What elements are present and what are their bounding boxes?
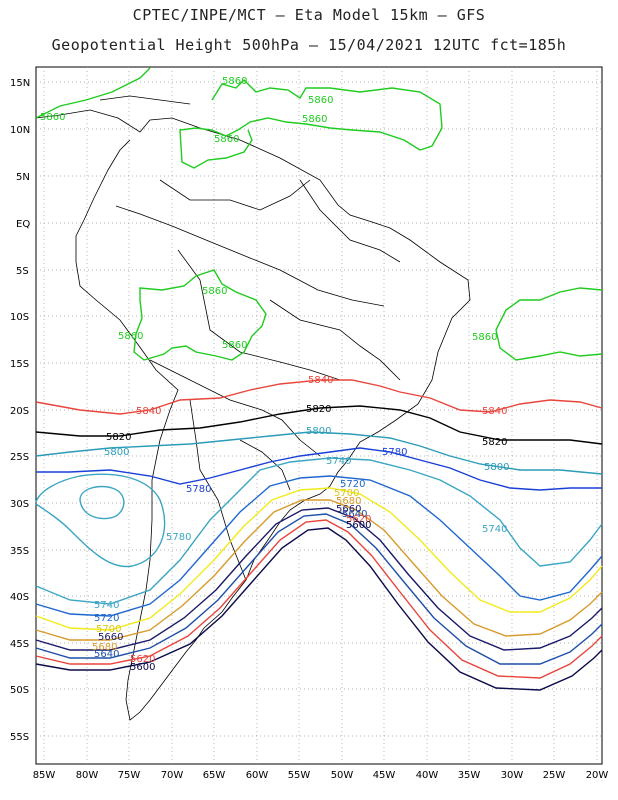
lat-label: 40S <box>10 592 29 603</box>
label-5600: 5600 <box>346 520 371 531</box>
label-5660: 5660 <box>98 632 123 643</box>
lon-label: 40W <box>416 770 439 781</box>
lon-label: 65W <box>203 770 226 781</box>
contour-labels: 5860 5860 5860 5860 5860 5860 5860 5860 … <box>40 76 509 673</box>
contour-5620 <box>35 519 603 679</box>
label-5840: 5840 <box>482 406 507 417</box>
lat-label: 35S <box>10 546 29 557</box>
lon-label: 85W <box>33 770 56 781</box>
label-5780: 5780 <box>186 484 211 495</box>
lon-label: 80W <box>76 770 99 781</box>
label-5620: 5620 <box>346 514 371 525</box>
lon-axis: 85W 80W 75W 70W 65W 60W 55W 50W 45W 40W … <box>33 770 609 781</box>
lon-label: 25W <box>543 770 566 781</box>
contours <box>35 67 603 691</box>
label-5860: 5860 <box>118 331 143 342</box>
label-5840: 5840 <box>308 375 333 386</box>
lon-label: 20W <box>586 770 609 781</box>
contour-5860 <box>133 269 267 361</box>
contour-5780-closed <box>79 485 125 520</box>
contour-5700 <box>35 487 603 631</box>
label-5720: 5720 <box>94 613 119 624</box>
label-5860: 5860 <box>222 76 247 87</box>
contour-5660 <box>35 507 603 651</box>
label-5620: 5620 <box>130 654 155 665</box>
graticule <box>36 67 602 764</box>
label-5860: 5860 <box>222 340 247 351</box>
contour-5860 <box>35 67 151 119</box>
label-5800: 5800 <box>484 462 509 473</box>
lon-label: 70W <box>161 770 184 781</box>
contour-5740 <box>35 457 603 605</box>
contour-5820 <box>35 405 603 445</box>
label-5820: 5820 <box>482 437 507 448</box>
contour-5780 <box>36 447 602 491</box>
coastlines <box>35 95 471 721</box>
contour-5720 <box>35 475 603 617</box>
label-5860: 5860 <box>302 114 327 125</box>
lat-label: 45S <box>10 639 29 650</box>
lon-label: 60W <box>246 770 269 781</box>
label-5680: 5680 <box>92 642 117 653</box>
contour-5860 <box>179 79 443 169</box>
lon-label: 75W <box>118 770 141 781</box>
contour-5600 <box>35 527 603 691</box>
label-5820: 5820 <box>106 432 131 443</box>
label-5680: 5680 <box>336 496 361 507</box>
label-5740: 5740 <box>482 524 507 535</box>
title-line-1: CPTEC/INPE/MCT – Eta Model 15km – GFS <box>132 6 486 24</box>
contour-5680 <box>35 499 603 641</box>
contour-5640 <box>35 513 603 665</box>
label-5720: 5720 <box>340 479 365 490</box>
label-5820: 5820 <box>306 404 331 415</box>
lat-label: 10N <box>10 125 30 136</box>
lat-label: 25S <box>10 452 29 463</box>
map-frame <box>35 66 603 765</box>
contour-5840 <box>35 379 603 415</box>
label-5660: 5660 <box>336 504 361 515</box>
lat-label: 55S <box>10 732 29 743</box>
label-5860: 5860 <box>308 95 333 106</box>
label-5740: 5740 <box>94 600 119 611</box>
label-5800: 5800 <box>104 447 129 458</box>
lat-label: 15S <box>10 359 29 370</box>
label-5860: 5860 <box>472 332 497 343</box>
label-5780: 5780 <box>166 532 191 543</box>
label-5860: 5860 <box>40 112 65 123</box>
lat-label: 5N <box>16 172 30 183</box>
contour-5860 <box>495 287 603 361</box>
lat-label: 30S <box>10 499 29 510</box>
label-5600: 5600 <box>130 662 155 673</box>
lat-label: EQ <box>16 219 30 230</box>
lat-label: 10S <box>10 312 29 323</box>
lon-label: 45W <box>373 770 396 781</box>
label-5700: 5700 <box>334 488 359 499</box>
label-5860: 5860 <box>202 286 227 297</box>
lon-label: 50W <box>331 770 354 781</box>
lat-label: 50S <box>10 685 29 696</box>
lon-label: 55W <box>288 770 311 781</box>
lat-label: 5S <box>16 266 29 277</box>
lon-label: 30W <box>501 770 524 781</box>
label-5700: 5700 <box>96 624 121 635</box>
lon-label: 35W <box>458 770 481 781</box>
label-5640: 5640 <box>94 649 119 660</box>
label-5640: 5640 <box>342 509 367 520</box>
label-5740: 5740 <box>326 456 351 467</box>
contour-5800 <box>35 431 603 475</box>
lat-axis: 15N 10N 5N EQ 5S 10S 15S 20S 25S 30S 35S… <box>10 78 30 743</box>
contour-5740-closed <box>35 473 166 568</box>
lat-label: 20S <box>10 406 29 417</box>
lat-label: 15N <box>10 78 30 89</box>
label-5780: 5780 <box>382 447 407 458</box>
title-line-2: Geopotential Height 500hPa – 15/04/2021 … <box>51 36 567 54</box>
label-5800: 5800 <box>306 426 331 437</box>
label-5860: 5860 <box>214 134 239 145</box>
label-5840: 5840 <box>136 406 161 417</box>
